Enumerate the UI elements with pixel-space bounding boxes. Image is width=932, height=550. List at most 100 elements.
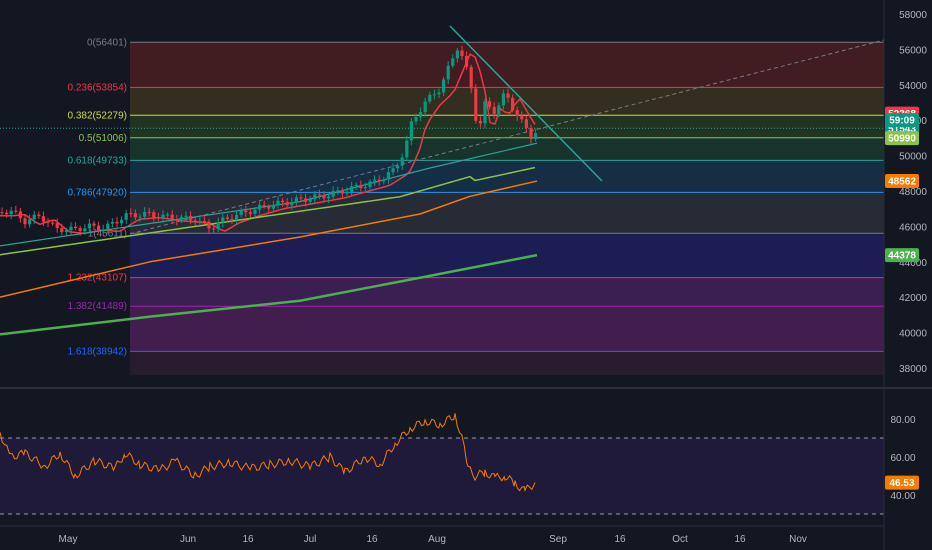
price-axis-label: 48000	[899, 187, 927, 198]
candle-body	[373, 179, 377, 182]
candle-body	[423, 101, 427, 113]
candle-body	[23, 218, 27, 225]
fib-band	[130, 351, 884, 376]
price-axis-label: 38000	[899, 364, 927, 375]
candle-body	[322, 194, 326, 199]
candle-body	[400, 157, 404, 166]
candle-body	[225, 217, 229, 219]
candle-body	[391, 168, 395, 173]
fib-level-label: 1.232(43107)	[68, 273, 128, 284]
fib-level-label: 0.5(51006)	[79, 133, 127, 144]
candle-body	[184, 215, 188, 217]
price-tag-label: 44378	[888, 251, 916, 262]
fib-band	[130, 306, 884, 352]
candle-body	[120, 219, 124, 224]
fib-band	[130, 115, 884, 138]
candle-body	[290, 202, 294, 206]
candle-body	[115, 221, 119, 224]
candle-body	[428, 94, 432, 102]
candle-body	[483, 101, 487, 124]
candle-body	[248, 212, 252, 214]
fib-level-label: 1(45611)	[88, 228, 127, 239]
candle-body	[446, 65, 450, 80]
candle-body	[350, 186, 354, 192]
fib-level-label: 1.382(41489)	[68, 301, 128, 312]
price-tag	[885, 113, 919, 128]
candle-body	[520, 116, 524, 120]
time-axis-label: Jul	[304, 534, 317, 545]
time-axis-label: Aug	[428, 534, 446, 545]
candle-body	[313, 194, 317, 200]
candle-body	[55, 223, 59, 228]
price-axis-label: 46000	[899, 222, 927, 233]
candle-body	[101, 229, 105, 231]
time-axis-label: Sep	[549, 534, 567, 545]
candle-body	[216, 222, 220, 230]
price-axis-label: 50000	[899, 152, 927, 163]
price-axis-label: 56000	[899, 45, 927, 56]
candle-body	[161, 214, 165, 219]
candle-body	[97, 225, 101, 231]
candle-body	[419, 112, 423, 118]
candle-body	[271, 205, 275, 209]
candle-body	[386, 172, 390, 180]
candle-body	[359, 184, 363, 189]
candle-body	[202, 221, 206, 223]
candle-body	[147, 211, 151, 213]
candle-body	[166, 214, 170, 216]
candle-body	[345, 191, 349, 194]
candle-body	[32, 214, 36, 220]
candle-body	[304, 198, 308, 202]
candle-body	[308, 199, 312, 202]
candle-body	[478, 120, 482, 124]
rsi-pane	[0, 413, 884, 515]
moving-averages	[0, 53, 538, 336]
ema-medium	[0, 166, 536, 256]
candle-body	[60, 227, 64, 233]
time-axis-label: 16	[366, 534, 378, 545]
candle-body	[465, 55, 469, 67]
candle-body	[78, 228, 82, 232]
candle-body	[239, 210, 243, 215]
candle-body	[189, 215, 193, 221]
candle-body	[354, 184, 358, 187]
time-axis[interactable]: May Jun 16 Jul 16 Aug Sep 16 Oct 16 Nov	[59, 534, 807, 545]
candle-body	[14, 210, 18, 212]
fib-band	[130, 192, 884, 234]
candle-body	[212, 228, 216, 230]
candle-body	[488, 101, 492, 107]
candle-body	[221, 217, 225, 223]
fib-labels: 0(56401) 0.236(53854) 0.382(52279) 0.5(5100…	[68, 37, 128, 357]
candle-body	[87, 223, 91, 229]
candle-body	[317, 194, 321, 196]
candle-body	[170, 214, 174, 220]
fib-band	[130, 87, 884, 116]
candle-body	[529, 127, 533, 140]
candle-body	[455, 50, 459, 59]
candle-body	[156, 217, 160, 219]
candle-body	[414, 117, 418, 122]
candle-body	[442, 79, 446, 93]
candle-body	[64, 230, 68, 233]
candle-body	[51, 222, 55, 224]
candle-body	[363, 187, 367, 189]
candle-body	[497, 105, 501, 114]
candle-body	[152, 212, 156, 218]
candle-body	[377, 179, 381, 182]
time-axis-label: Jun	[180, 534, 196, 545]
candle-body	[469, 66, 473, 89]
candle-body	[235, 214, 239, 221]
candle-body	[340, 190, 344, 194]
rsi-line	[0, 413, 536, 493]
fib-band	[130, 233, 884, 278]
fib-level-label: 0.236(53854)	[68, 82, 128, 93]
rsi-axis[interactable]: 80.00 60.00 40.00 46.53	[885, 415, 919, 502]
candle-body	[474, 88, 478, 121]
price-tag	[885, 248, 919, 263]
rsi-axis-label: 60.00	[890, 453, 915, 464]
candle-body	[294, 197, 298, 203]
price-tag-label: 51543	[888, 124, 916, 135]
fib-bands	[0, 41, 884, 376]
candle-body	[506, 93, 510, 98]
